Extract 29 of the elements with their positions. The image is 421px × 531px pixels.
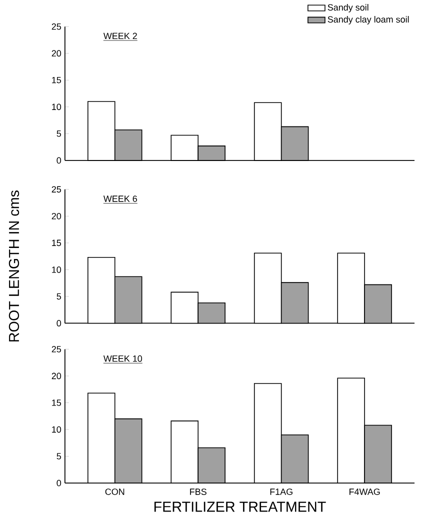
x-tick-label: F4WAG — [350, 488, 380, 495]
y-tick-label: 15 — [52, 400, 62, 406]
y-tick-label: 25 — [52, 186, 62, 193]
x-tick-label: F1AG — [270, 488, 293, 495]
y-tick-label: 25 — [52, 346, 62, 352]
y-tick-label: 10 — [52, 266, 62, 273]
y-tick-label: 10 — [52, 426, 62, 433]
y-tick-label: 15 — [52, 76, 62, 84]
text: WEEK 2 — [104, 32, 138, 40]
x-tick-label: CON — [106, 488, 124, 495]
x-tick-label: FBS — [190, 488, 207, 495]
y-tick-label: 0 — [56, 480, 62, 486]
y-tick-label: 0 — [56, 157, 62, 164]
legend-label: Sandy soil — [328, 4, 368, 12]
y-tick-label: 15 — [52, 240, 62, 246]
y-tick-label: 5 — [56, 130, 62, 137]
y-tick-label: 20 — [52, 50, 62, 57]
y-tick-label: 20 — [52, 212, 62, 220]
y-tick-label: 5 — [56, 453, 62, 460]
y-axis-title: ROOT LENGTH IN cms — [9, 190, 20, 342]
y-tick-label: 5 — [56, 293, 62, 300]
x-axis-title: FERTILIZER TREATMENT — [154, 502, 326, 512]
legend-label: Sandy clay loam soil — [328, 16, 409, 24]
y-tick-label: 0 — [56, 320, 62, 326]
text: WEEK 6 — [104, 196, 138, 202]
y-tick-label: 20 — [52, 372, 62, 380]
y-tick-label: 10 — [52, 104, 62, 110]
y-tick-label: 25 — [52, 23, 62, 30]
text: WEEK 10 — [104, 355, 142, 362]
